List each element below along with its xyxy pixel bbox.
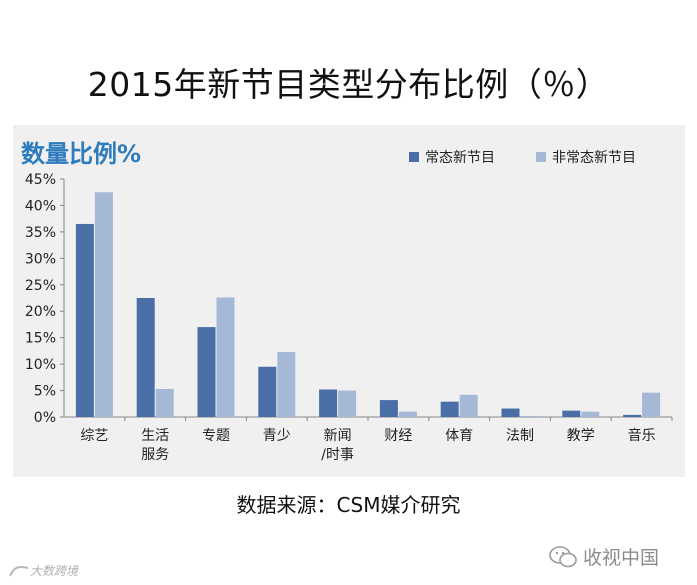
y-tick-label: 35% xyxy=(25,225,56,241)
legend-item-regular: 常态新节目 xyxy=(409,147,495,167)
bar-irregular xyxy=(338,390,357,417)
page-title: 2015年新节目类型分布比例（％） xyxy=(87,65,610,104)
logo-watermark: 大数跨境 xyxy=(8,562,78,579)
y-tick-label: 45% xyxy=(25,172,56,188)
y-tick-label: 0% xyxy=(34,410,56,426)
bar-irregular xyxy=(216,297,235,417)
x-tick-label: 法制 xyxy=(506,428,534,444)
legend-label-irregular: 非常态新节目 xyxy=(552,150,636,166)
x-tick-label: 综艺 xyxy=(80,428,108,444)
legend-item-irregular: 非常态新节目 xyxy=(536,147,636,167)
bar-irregular xyxy=(398,411,417,417)
bar-irregular xyxy=(520,415,539,417)
wechat-icon xyxy=(549,545,577,567)
bar-regular xyxy=(379,400,398,417)
bar-regular xyxy=(197,327,216,417)
wechat-watermark: 收视中国 xyxy=(549,543,659,570)
x-tick-label: 体育 xyxy=(445,428,473,444)
x-tick-label: 生活服务 xyxy=(141,428,169,463)
x-tick-label: 专题 xyxy=(202,428,230,444)
y-tick-label: 30% xyxy=(25,251,56,267)
legend-swatch-irregular xyxy=(536,152,546,162)
bar-regular xyxy=(136,298,155,417)
y-tick-label: 10% xyxy=(25,357,56,373)
bar-regular xyxy=(440,401,459,417)
bar-regular xyxy=(258,366,277,417)
x-tick-label: 青少 xyxy=(263,428,291,444)
x-tick-label: 教学 xyxy=(567,428,595,444)
y-tick-label: 15% xyxy=(25,331,56,347)
bar-irregular xyxy=(459,394,478,417)
bar-regular xyxy=(75,223,94,417)
wechat-label: 收视中国 xyxy=(583,547,660,569)
bar-irregular xyxy=(94,192,113,417)
bar-irregular xyxy=(642,392,661,417)
logo-icon xyxy=(9,565,29,576)
legend-label-regular: 常态新节目 xyxy=(425,150,495,166)
bar-regular xyxy=(562,410,581,417)
bar-irregular xyxy=(277,351,296,417)
y-tick-label: 5% xyxy=(34,384,56,400)
chart-title: 数量比例% xyxy=(21,140,142,168)
bar-regular xyxy=(623,414,642,417)
y-tick-label: 40% xyxy=(25,198,56,214)
bar-regular xyxy=(319,389,338,417)
bar-regular xyxy=(501,408,520,417)
logo-text: 大数跨境 xyxy=(30,564,79,578)
x-tick-label: 音乐 xyxy=(628,427,656,444)
x-tick-label: 新闻/时事 xyxy=(321,428,354,463)
x-tick-label: 财经 xyxy=(384,428,412,444)
y-tick-label: 20% xyxy=(25,304,56,320)
data-source: 数据来源：CSM媒介研究 xyxy=(236,493,461,517)
legend-swatch-regular xyxy=(409,152,419,162)
bar-irregular xyxy=(155,388,174,417)
y-tick-label: 25% xyxy=(25,278,56,294)
bar-irregular xyxy=(581,411,600,417)
